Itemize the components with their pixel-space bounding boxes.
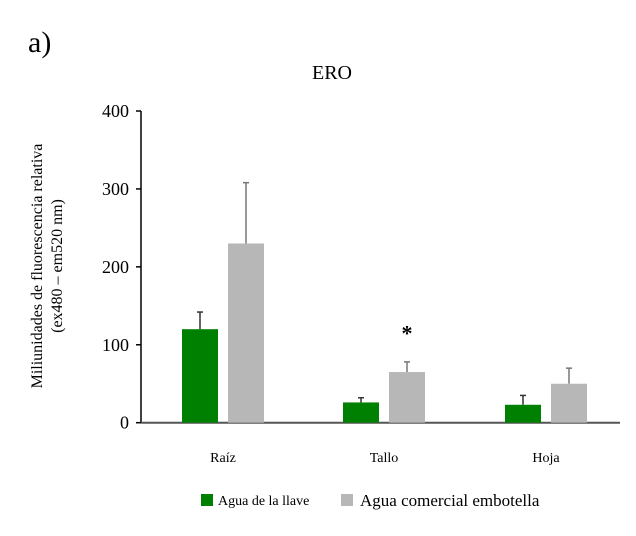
y-tick-label: 200 bbox=[102, 257, 129, 277]
bar-tallo-series-0 bbox=[343, 402, 379, 423]
y-axis-label-line-2: (ex480 – em520 nm) bbox=[49, 199, 66, 333]
x-tick-label: Hoja bbox=[532, 451, 560, 466]
y-tick-label: 0 bbox=[120, 413, 129, 433]
bar-tallo-series-1 bbox=[389, 372, 425, 423]
y-axis-label: Miliunidades de fluorescencia relativa (… bbox=[29, 144, 66, 389]
y-tick-label: 300 bbox=[102, 179, 129, 199]
legend-label-tap-water: Agua de la llave bbox=[218, 494, 309, 509]
y-tick-label: 400 bbox=[102, 101, 129, 121]
chart-title: ERO bbox=[312, 62, 352, 84]
bar-hoja-series-1 bbox=[551, 383, 587, 423]
x-tick-label: Raíz bbox=[210, 451, 236, 466]
bar-raíz-series-1 bbox=[228, 243, 264, 423]
significance-asterisk: * bbox=[402, 320, 413, 345]
legend-swatch-bottled-water bbox=[341, 494, 353, 506]
legend-swatch-tap-water bbox=[201, 494, 213, 506]
bar-hoja-series-0 bbox=[505, 404, 541, 423]
legend-label-bottled-water: Agua comercial embotella bbox=[360, 491, 540, 510]
legend: Agua de la llave Agua comercial embotell… bbox=[201, 491, 540, 510]
y-axis-label-line-1: Miliunidades de fluorescencia relativa bbox=[29, 144, 46, 389]
panel-label: a) bbox=[28, 26, 51, 59]
bar-raíz-series-0 bbox=[182, 329, 218, 423]
x-tick-label: Tallo bbox=[370, 451, 399, 466]
y-tick-label: 100 bbox=[102, 335, 129, 355]
